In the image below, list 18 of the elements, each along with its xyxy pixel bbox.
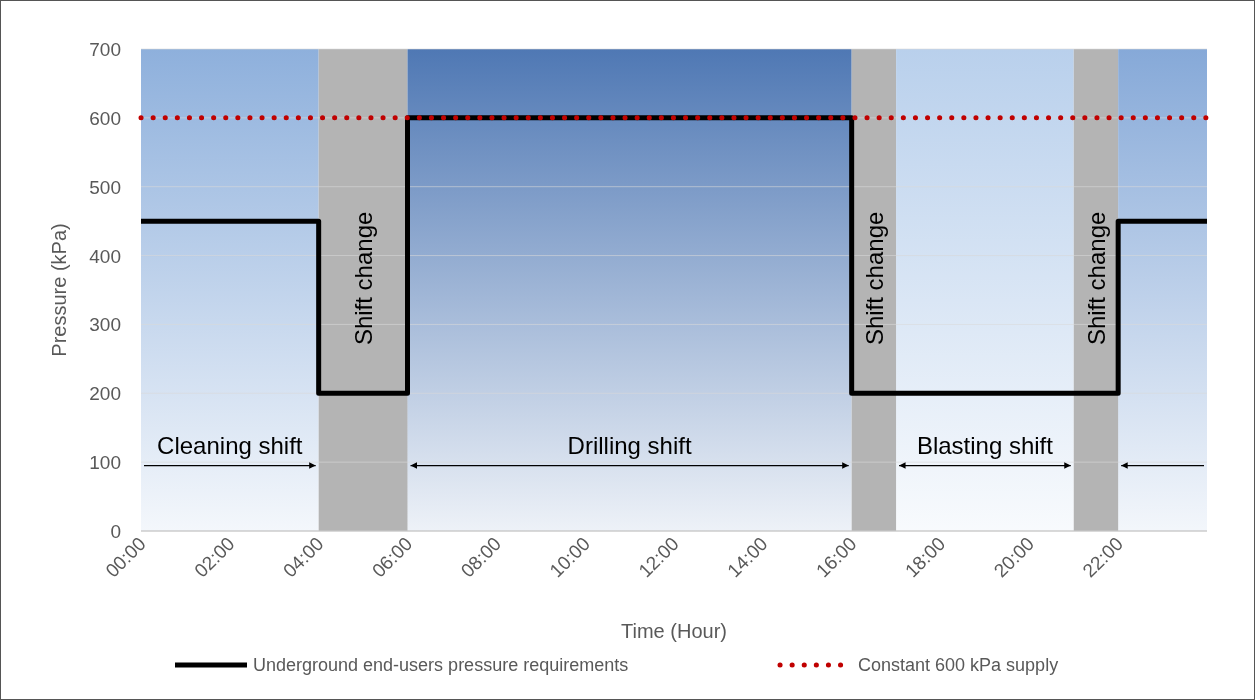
y-tick-label: 100 <box>89 452 121 474</box>
y-tick-label: 0 <box>110 521 121 542</box>
band-label: Shift change <box>1082 211 1110 346</box>
y-tick-label: 400 <box>89 245 121 267</box>
y-tick-label: 600 <box>89 107 121 129</box>
y-tick-label: 200 <box>89 383 121 405</box>
band-label: Drilling shift <box>567 431 692 459</box>
band-label: Shift change <box>350 211 378 346</box>
y-axis-title: Pressure (kPa) <box>48 223 70 357</box>
band-label: Blasting shift <box>916 431 1054 459</box>
legend-label: Constant 600 kPa supply <box>858 655 1059 675</box>
y-tick-label: 500 <box>89 176 121 198</box>
y-tick-label: 700 <box>89 39 121 60</box>
legend-label: Underground end-users pressure requirements <box>253 655 629 675</box>
y-tick-label: 300 <box>89 314 121 336</box>
band-label: Cleaning shift <box>157 431 303 459</box>
x-axis-title: Time (Hour) <box>621 620 727 642</box>
band-label: Shift change <box>860 211 888 346</box>
